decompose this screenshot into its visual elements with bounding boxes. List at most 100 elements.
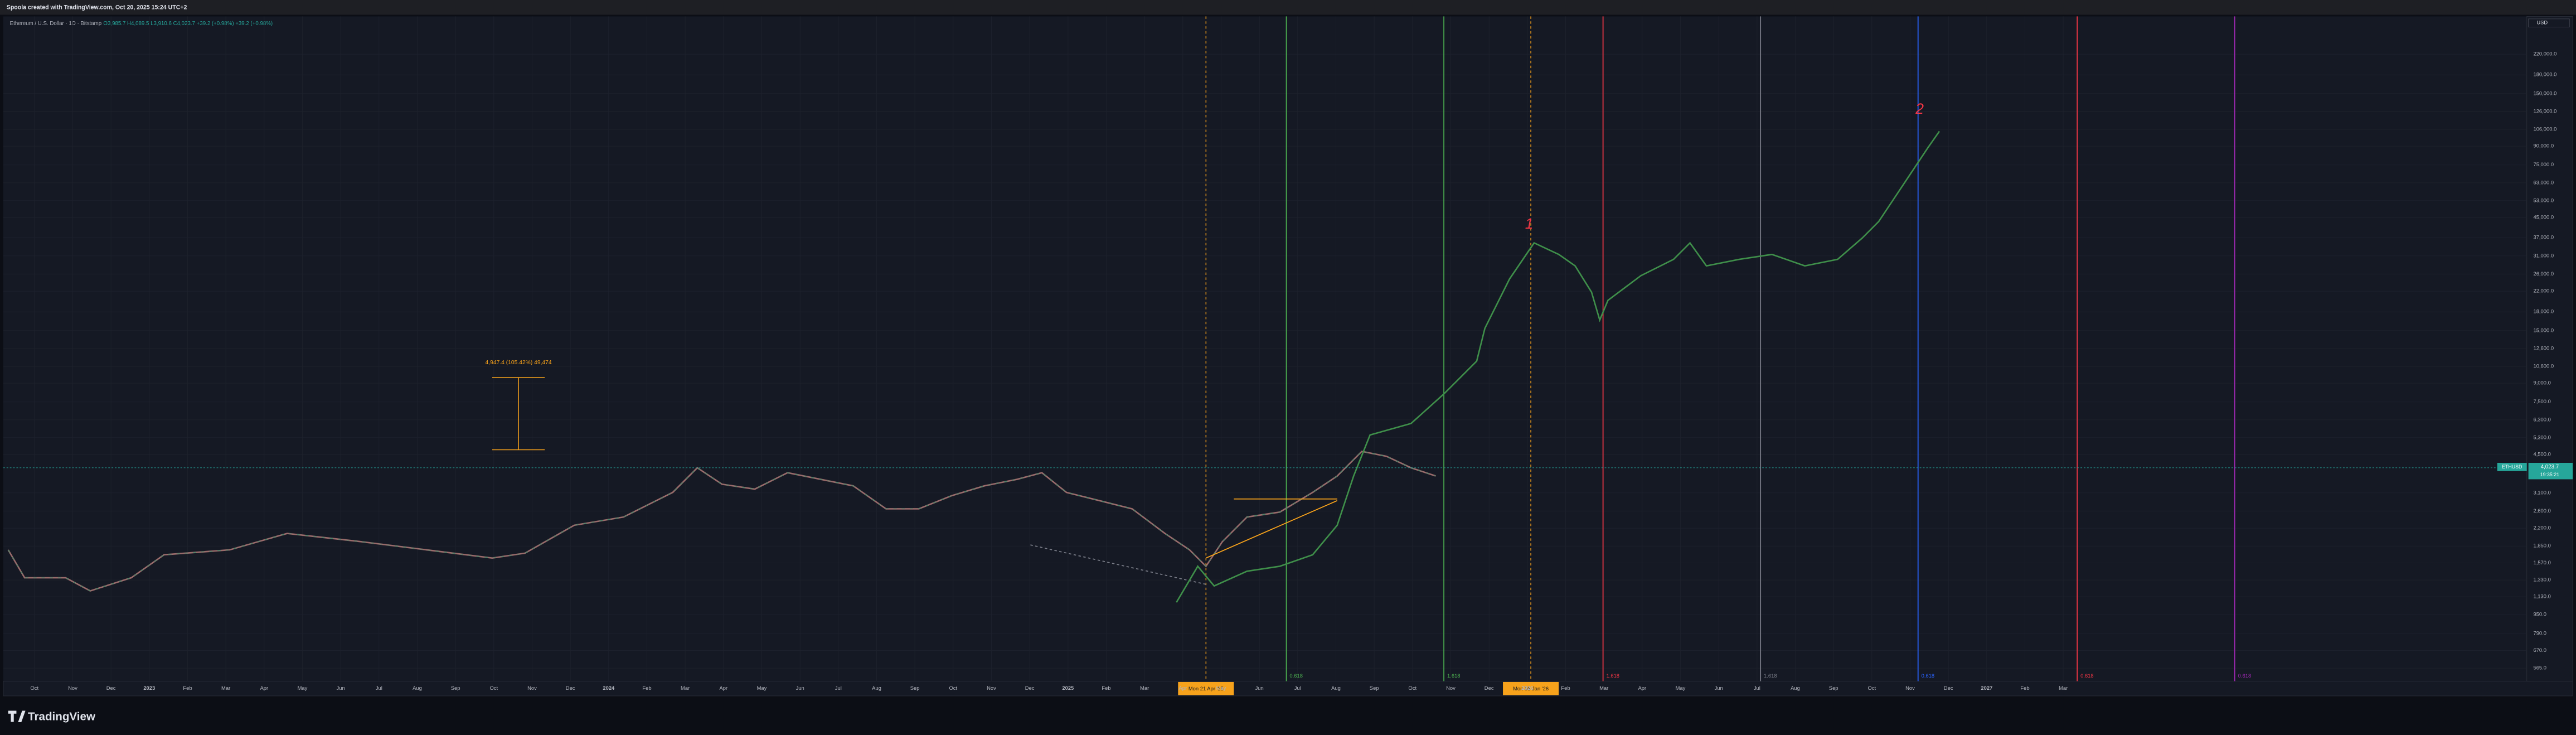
time-label: May [1676,685,1686,691]
price-label: 670.0 [2533,647,2546,653]
fib-label: 0.618 [2080,673,2094,679]
time-label: Jul [1754,685,1760,691]
price-label: 10,600.0 [2533,362,2554,369]
date-tag-text: Mon 21 Apr '25 [1188,685,1224,692]
time-label: Jun [1715,685,1723,691]
fib-label: 0.618 [1922,673,1935,679]
fib-label: 0.618 [2238,673,2252,679]
price-axis [2526,16,2573,681]
fib-label: 1.618 [1447,673,1461,679]
time-label: 2025 [1062,685,1074,691]
time-label: Aug [1791,685,1800,691]
price-label: 1,330.0 [2533,577,2550,583]
fib-label: 1.618 [1607,673,1620,679]
price-label: 2,200.0 [2533,525,2550,531]
date-tag [1503,681,1559,695]
price-label: 53,000.0 [2533,197,2554,203]
top-bar [0,0,2576,15]
projection-fractal [1176,130,1941,603]
price-label: 126,000.0 [2533,108,2556,114]
time-label: Sep [1370,685,1379,691]
price-label: 4,500.0 [2533,451,2550,457]
fib-time-lines: Mon 21 Apr '25 Mon 05 Jan '26 0.618 1.618 1.… [1178,16,2251,695]
time-label: Aug [413,685,422,691]
countdown: 19:35:21 [2540,472,2559,477]
price-label: 45,000.0 [2533,214,2554,220]
wedge-line [1205,500,1338,559]
time-label: Mar [2059,685,2068,691]
symbol-title: Ethereum / U.S. Dollar · 1D · Bitstamp [10,21,101,27]
price-label: 1,130.0 [2533,593,2550,599]
price-label: 37,000.0 [2533,234,2554,240]
price-label: 31,000.0 [2533,252,2554,258]
price-label: 63,000.0 [2533,179,2554,185]
time-label: Jun [337,685,345,691]
currency-box[interactable] [2528,18,2570,28]
time-label: Apr [1179,685,1187,691]
price-candles [7,450,1436,592]
price-label: 220,000.0 [2533,51,2556,57]
logo [8,710,26,723]
time-label: Feb [1561,685,1570,691]
price-label: 75,000.0 [2533,161,2554,167]
price-label: 12,600.0 [2533,345,2554,351]
time-label: Oct [949,685,958,691]
date-tag [1178,681,1234,695]
price-label: 2,600.0 [2533,507,2550,514]
time-label: Apr [720,685,728,691]
brand: TradingView [28,710,96,723]
time-label: Jul [835,685,842,691]
time-label: Nov [987,685,996,691]
price-label: 180,000.0 [2533,71,2556,78]
price-label: 7,500.0 [2533,398,2550,404]
time-label: Oct [1409,685,1417,691]
ohlc: O3,985.7 H4,089.5 L3,910.6 C4,023.7 +39.… [103,21,273,27]
price-label: 5,300.0 [2533,434,2550,440]
time-label: Mar [221,685,230,691]
time-label: Nov [1905,685,1915,691]
time-label: Sep [910,685,920,691]
price-label: 790.0 [2533,630,2546,636]
time-label: Feb [2020,685,2029,691]
time-label: Mar [1599,685,1608,691]
price-label: 90,000.0 [2533,143,2554,149]
price-label: 15,000.0 [2533,327,2554,333]
time-label: Jun [1255,685,1264,691]
trend-line [1030,544,1206,585]
measure-label: 4,947.4 (105.42%) 49,474 [486,360,552,366]
fib-label: 0.618 [1289,673,1303,679]
time-label: Feb [183,685,192,691]
time-axis [3,681,2573,697]
time-label: Dec [1025,685,1035,691]
time-label: 2027 [1981,685,1992,691]
time-label: Sep [1829,685,1838,691]
symbol-tag-text: ETHUSD [2502,464,2522,470]
price-label: 1,850.0 [2533,543,2550,549]
time-label: Apr [260,685,268,691]
time-label: Jul [1294,685,1301,691]
price-label: 18,000.0 [2533,308,2554,315]
time-labels: Oct Nov Dec 2023 Feb Mar Apr May Jun Jul Aug Sep Oct… [30,685,2068,691]
price-label: 950.0 [2533,611,2546,617]
price-tag [2528,463,2573,480]
grid [3,16,2527,681]
price-label: 1,570.0 [2533,559,2550,565]
date-tag-text: Mon 05 Jan '26 [1513,685,1549,692]
time-label: Feb [642,685,651,691]
caption: Spoola created with TradingView.com, Oct… [7,4,187,11]
wave-label: 2 [1915,100,1924,117]
time-label: May [298,685,308,691]
time-label: May [757,685,767,691]
time-label: Mar [1140,685,1149,691]
symbol-tag [2497,463,2527,471]
time-label: Dec [106,685,116,691]
price-label: 9,000.0 [2533,380,2550,386]
time-label: Apr [1638,685,1647,691]
time-label: Feb [1102,685,1110,691]
time-label: Oct [489,685,498,691]
time-label: Sep [451,685,460,691]
time-label: Oct [1868,685,1876,691]
time-label: Dec [1944,685,1953,691]
